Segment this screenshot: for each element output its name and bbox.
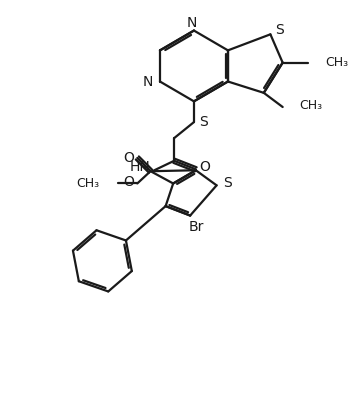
Text: N: N xyxy=(142,74,153,89)
Text: CH₃: CH₃ xyxy=(300,99,323,111)
Text: O: O xyxy=(199,161,210,174)
Text: O: O xyxy=(124,151,134,165)
Text: O: O xyxy=(124,175,134,188)
Text: N: N xyxy=(187,16,197,30)
Text: CH₃: CH₃ xyxy=(76,177,99,190)
Text: CH₃: CH₃ xyxy=(325,56,348,69)
Text: S: S xyxy=(199,115,208,129)
Text: HN: HN xyxy=(130,161,150,174)
Text: S: S xyxy=(275,22,284,37)
Text: Br: Br xyxy=(188,220,203,234)
Text: S: S xyxy=(224,176,232,190)
